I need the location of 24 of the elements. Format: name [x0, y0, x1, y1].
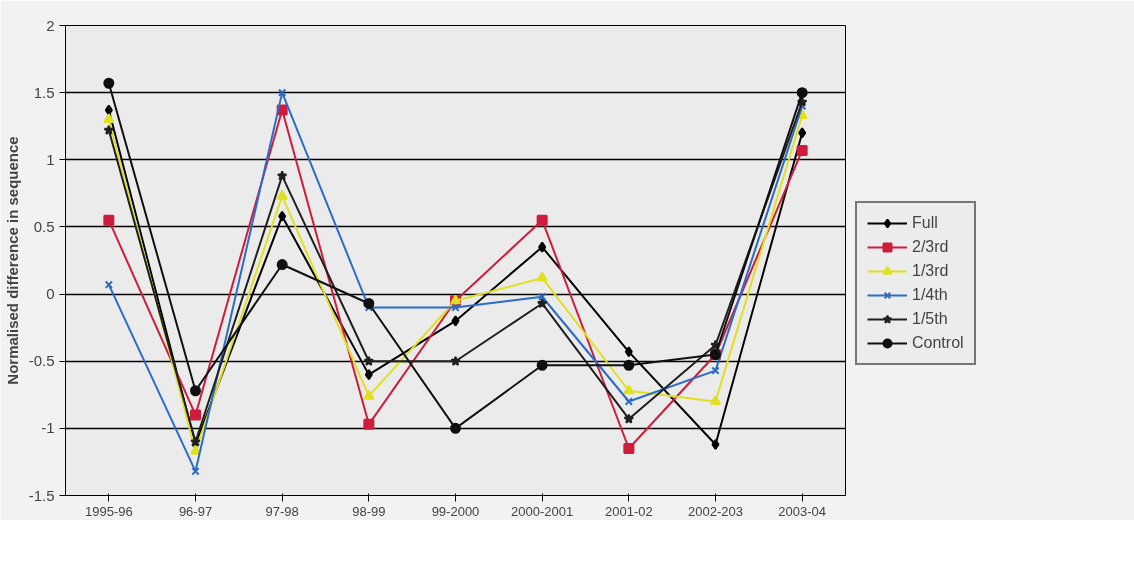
x-tick-label: 99-2000	[431, 503, 480, 519]
y-tick-label: -0.5	[28, 352, 55, 370]
legend-label: Control	[912, 334, 964, 352]
y-axis-title: Normalised difference in sequence	[3, 136, 21, 385]
y-tick-label: 1	[46, 150, 55, 168]
x-tick-label: 2000-2001	[511, 503, 574, 519]
y-tick-label: 2	[46, 16, 55, 34]
legend-label: 2/3rd	[912, 238, 949, 256]
x-tick-label: 96-97	[178, 503, 213, 519]
x-tick-label: 2002-203	[688, 503, 743, 519]
legend-label: 1/5th	[912, 310, 948, 328]
legend-label: 1/3rd	[912, 262, 949, 280]
x-tick-label: 2001-02	[604, 503, 653, 519]
x-tick-label: 98-99	[352, 503, 386, 519]
legend-label: 1/4th	[912, 286, 948, 304]
y-tick-label: -1.5	[28, 486, 55, 504]
y-tick-label: 0.5	[33, 217, 55, 235]
x-tick-label: 2003-04	[778, 503, 827, 519]
y-tick-label: 1.5	[33, 83, 55, 101]
y-tick-label: 0	[46, 285, 55, 303]
legend-label: Full	[912, 214, 938, 232]
x-tick-label: 97-98	[265, 503, 299, 519]
x-tick-label: 1995-96	[84, 503, 133, 519]
y-tick-label: -1	[41, 419, 55, 437]
